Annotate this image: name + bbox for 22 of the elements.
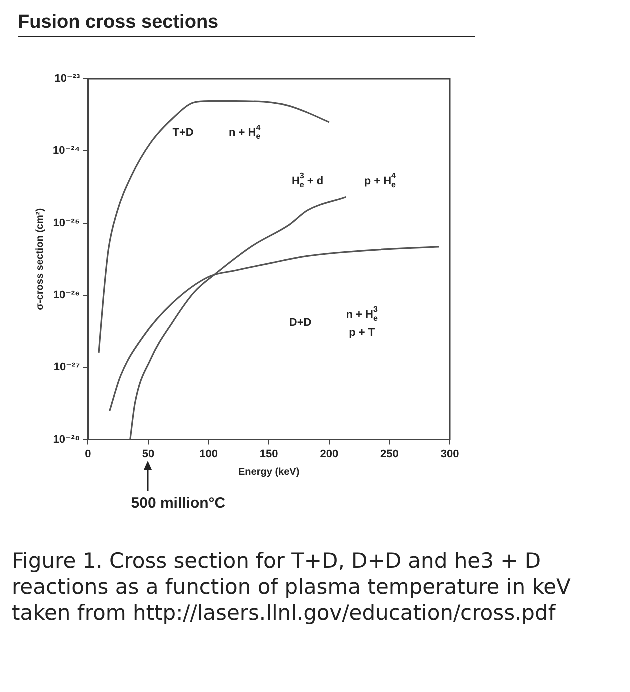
caption: Figure 1. Cross section for T+D, D+D and he3 + D reactions as a function of plasma temperature in keV taken from http://lasers.llnl.gov/education/cross.pdf: [12, 548, 572, 626]
y-tick-label: 10⁻²⁶: [53, 290, 80, 302]
y-tick-label: 10⁻²³: [54, 73, 80, 86]
y-axis-title: σ-cross section (cm²): [34, 208, 46, 310]
annotation: T+D: [172, 127, 194, 140]
x-tick-label: 150: [260, 448, 278, 460]
y-tick-label: 10⁻²⁴: [52, 145, 80, 158]
x-tick-label: 0: [85, 448, 92, 460]
x-tick-label: 250: [380, 448, 399, 460]
x-tick-label: 100: [200, 448, 218, 460]
x-axis-title: Energy (keV): [238, 466, 300, 478]
y-tick-label: 10⁻²⁷: [54, 362, 81, 374]
chart-title: Fusion cross sections: [18, 12, 475, 37]
y-tick-label: 10⁻²⁸: [53, 434, 80, 446]
text: 500 million°C: [131, 494, 226, 512]
line-series: [98, 100, 330, 354]
x-tick-label: 50: [142, 448, 155, 460]
x-tick-label: 300: [440, 448, 460, 460]
y-tick-label: 10⁻²⁵: [53, 217, 80, 230]
annotation: D+D: [289, 316, 312, 329]
annotation: p + T: [349, 327, 376, 340]
x-tick-label: 200: [320, 448, 339, 460]
